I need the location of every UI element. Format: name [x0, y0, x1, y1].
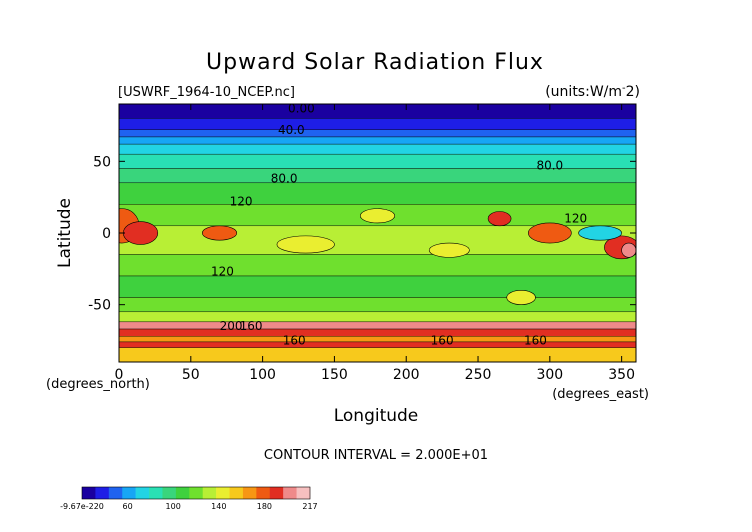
lat-band-18 [119, 347, 636, 362]
y-tick-label-2: -50 [88, 298, 111, 314]
colorbar-swatch-11 [229, 487, 244, 499]
colorbar-swatch-9 [202, 487, 217, 499]
x-tick-label-2: 100 [249, 367, 276, 383]
colorbar-swatch-7 [175, 487, 190, 499]
colorbar-swatch-8 [189, 487, 204, 499]
colorbar-swatch-2 [108, 487, 123, 499]
x-tick-label-5: 250 [465, 367, 492, 383]
colorbar-swatch-12 [242, 487, 257, 499]
lat-band-14 [119, 321, 636, 330]
lat-band-13 [119, 311, 636, 323]
y-unit-note: (degrees_north) [46, 377, 150, 392]
contour-feature-9 [428, 242, 470, 258]
colorbar-label-4: 180 [257, 502, 272, 511]
contour-label-5: 120 [564, 212, 587, 226]
x-tick-label-0: 0 [115, 367, 124, 383]
colorbar-label-3: 140 [211, 502, 226, 511]
contour-feature-8 [359, 208, 396, 224]
colorbar-swatch-6 [162, 487, 177, 499]
contour-feature-4 [527, 222, 572, 244]
colorbar-frame [81, 486, 311, 500]
colorbar-swatch-13 [256, 487, 271, 499]
lat-band-2 [119, 129, 636, 138]
colorbar-swatch-3 [122, 487, 136, 499]
lat-band-16 [119, 336, 636, 343]
contour-label-6: 120 [211, 265, 234, 279]
contour-feature-3 [487, 211, 512, 227]
lat-band-3 [119, 136, 636, 145]
colorbar-label-0: -9.67e-220 [60, 502, 104, 511]
x-tick-label-6: 300 [536, 367, 563, 383]
units-superscript: - [622, 83, 626, 94]
contour-feature-1 [123, 221, 159, 245]
lat-band-11 [119, 275, 636, 298]
contour-label-3: 80.0 [271, 172, 298, 186]
contour-label-10: 160 [431, 334, 454, 348]
lat-band-0 [119, 104, 636, 119]
colorbar-swatch-0 [82, 487, 96, 499]
contour-label-0: 0.00 [288, 101, 315, 115]
x-tick-label-1: 50 [182, 367, 200, 383]
contour-interval: CONTOUR INTERVAL = 2.000E+01 [264, 448, 488, 463]
contour-label-4: 120 [230, 194, 253, 208]
colorbar-label-1: 60 [123, 502, 133, 511]
contour-feature-2 [201, 225, 238, 241]
colorbar-label-2: 100 [166, 502, 181, 511]
lat-band-4 [119, 143, 636, 155]
lat-band-1 [119, 118, 636, 131]
colorbar-swatch-10 [216, 487, 230, 499]
contour-label-11: 160 [524, 334, 547, 348]
contour-feature-7 [578, 225, 622, 241]
contour-feature-11 [276, 235, 335, 254]
contour-label-7: 200 [220, 319, 243, 333]
contour-label-2: 80.0 [536, 159, 563, 173]
contour-feature-6 [621, 242, 636, 258]
chart-title: Upward Solar Radiation Flux [206, 50, 544, 75]
colorbar-swatch-14 [269, 487, 284, 499]
contour-label-8: 160 [240, 319, 263, 333]
colorbar-swatch-5 [149, 487, 163, 499]
y-tick-label-1: 0 [102, 226, 111, 242]
lat-band-15 [119, 328, 636, 337]
lat-band-12 [119, 297, 636, 313]
dataset-label: [USWRF_1964-10_NCEP.nc] [118, 85, 295, 100]
lat-band-7 [119, 182, 636, 205]
x-unit-note: (degrees_east) [552, 387, 649, 402]
colorbar-swatch-15 [283, 487, 297, 499]
x-axis-label: Longitude [334, 406, 419, 426]
contour-label-1: 40.0 [278, 123, 305, 137]
colorbar-swatch-16 [296, 487, 311, 499]
contour-feature-10 [506, 290, 536, 305]
y-axis-label: Latitude [55, 198, 75, 268]
units-label: (units:W/m-2) [545, 83, 640, 100]
x-tick-label-3: 150 [321, 367, 348, 383]
lat-band-10 [119, 254, 636, 277]
colorbar-label-5: 217 [302, 502, 317, 511]
y-tick-label-0: 50 [93, 154, 111, 170]
contour-label-9: 160 [283, 334, 306, 348]
colorbar-swatch-1 [95, 487, 110, 499]
x-tick-label-7: 350 [608, 367, 635, 383]
x-tick-label-4: 200 [393, 367, 420, 383]
colorbar-swatch-4 [135, 487, 150, 499]
lat-band-17 [119, 341, 636, 348]
colorbar [81, 486, 311, 500]
